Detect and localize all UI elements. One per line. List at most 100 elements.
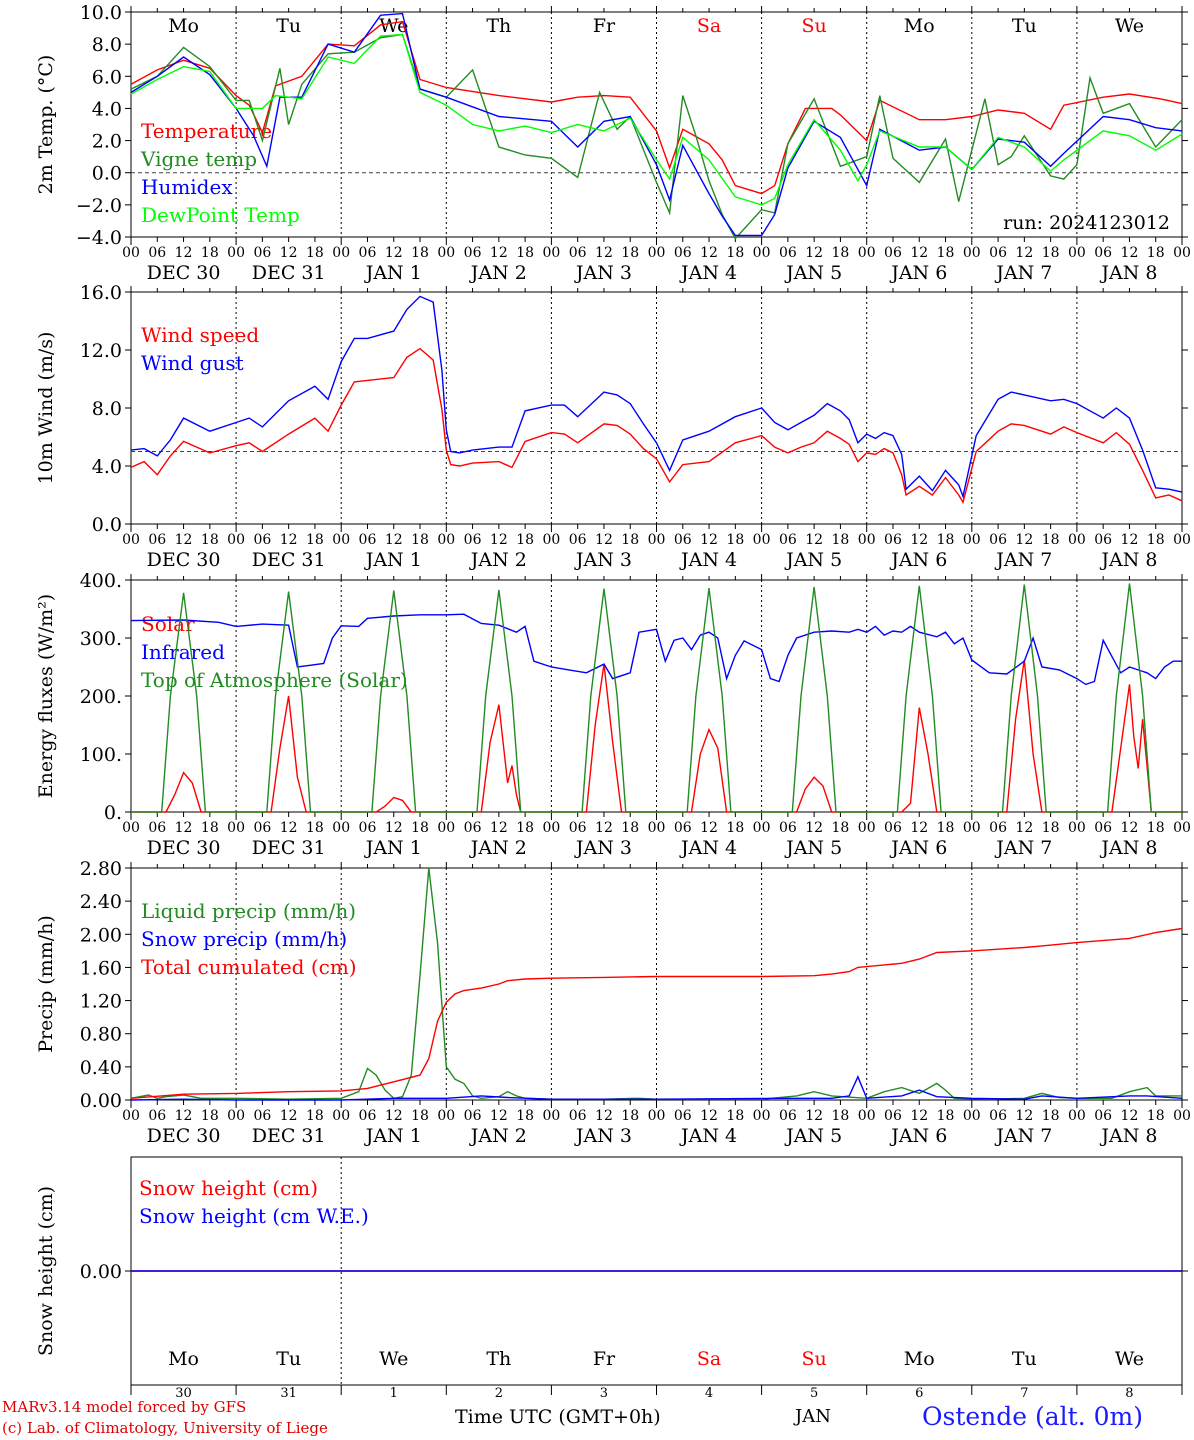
temp-date-label: DEC 31 <box>252 262 326 284</box>
flux-hour-label: 00 <box>648 820 666 836</box>
flux-hour-label: 12 <box>175 820 193 836</box>
flux-ytick-label: 200. <box>80 686 122 708</box>
wind-hour-label: 12 <box>1121 532 1139 548</box>
wind-hour-label: 00 <box>648 532 666 548</box>
flux-hour-label: 12 <box>1121 820 1139 836</box>
precip-hour-label: 00 <box>858 1108 876 1124</box>
bottom-day-name: We <box>1115 1348 1144 1370</box>
flux-hour-label: 12 <box>385 820 403 836</box>
flux-date-label: JAN 3 <box>574 837 632 859</box>
flux-date-label: JAN 5 <box>784 837 842 859</box>
temp-date-label: JAN 5 <box>784 262 842 284</box>
flux-hour-label: 12 <box>490 820 508 836</box>
temp-ytick-label: 2.0 <box>92 131 122 153</box>
flux-ylabel: Energy fluxes (W/m²) <box>35 594 57 798</box>
wind-date-label: JAN 8 <box>1099 549 1157 571</box>
temp-hour-label: 18 <box>726 245 744 261</box>
day-name-label: Tu <box>1012 15 1037 37</box>
precip-legend-entry: Snow precip (mm/h) <box>141 927 347 951</box>
temp-hour-label: 12 <box>175 245 193 261</box>
precip-hour-label: 00 <box>332 1108 350 1124</box>
flux-hour-label: 06 <box>569 820 587 836</box>
station-title: Ostende (alt. 0m) <box>922 1402 1143 1431</box>
temp-hour-label: 12 <box>910 245 928 261</box>
snow-legend-entry: Snow height (cm) <box>139 1176 318 1200</box>
wind-series-wind-speed <box>130 347 1183 505</box>
bottom-day-number: 30 <box>175 1386 192 1401</box>
day-name-label: Th <box>486 15 511 37</box>
flux-hour-label: 12 <box>595 820 613 836</box>
wind-series-wind-gust <box>130 295 1183 499</box>
temp-hour-label: 06 <box>253 245 271 261</box>
flux-hour-label: 06 <box>359 820 377 836</box>
precip-series-total-cumulated-cm- <box>130 927 1183 1099</box>
flux-hour-label: 00 <box>753 820 771 836</box>
month-label: JAN <box>795 1406 831 1427</box>
flux-series-infrared <box>130 613 1182 686</box>
precip-hour-label: 12 <box>1015 1108 1033 1124</box>
flux-hour-label: 12 <box>910 820 928 836</box>
bottom-day-name: Mo <box>168 1348 199 1370</box>
bottom-day-number: 4 <box>705 1386 713 1401</box>
precip-series-snow-precip-mm-h- <box>130 1075 1183 1101</box>
flux-hour-label: 00 <box>227 820 245 836</box>
precip-hour-label: 00 <box>1173 1108 1191 1124</box>
precip-hour-label: 06 <box>253 1108 271 1124</box>
wind-ytick-label: 16.0 <box>80 282 122 304</box>
flux-hour-label: 06 <box>1094 820 1112 836</box>
precip-date-label: JAN 5 <box>784 1125 842 1147</box>
wind-hour-label: 12 <box>805 532 823 548</box>
temp-date-label: JAN 4 <box>679 262 737 284</box>
precip-hour-label: 12 <box>385 1108 403 1124</box>
temp-ytick-label: 4.0 <box>92 98 122 120</box>
bottom-day-name: We <box>379 1348 408 1370</box>
wind-date-label: JAN 5 <box>784 549 842 571</box>
temp-hour-label: 06 <box>674 245 692 261</box>
temp-ytick-label: −2.0 <box>76 195 122 217</box>
flux-hour-label: 06 <box>674 820 692 836</box>
day-name-label: Tu <box>276 15 301 37</box>
temp-hour-label: 12 <box>1015 245 1033 261</box>
temp-ytick-label: 0.0 <box>92 163 122 185</box>
wind-hour-label: 18 <box>306 532 324 548</box>
precip-hour-label: 06 <box>569 1108 587 1124</box>
precip-hour-label: 06 <box>989 1108 1007 1124</box>
flux-hour-label: 18 <box>411 820 429 836</box>
wind-hour-label: 06 <box>569 532 587 548</box>
temp-hour-label: 06 <box>779 245 797 261</box>
lab-credit-line: (c) Lab. of Climatology, University of L… <box>2 1419 328 1437</box>
flux-hour-label: 00 <box>332 820 350 836</box>
precip-hour-label: 06 <box>884 1108 902 1124</box>
temp-series-dewpoint-temp <box>130 33 1183 206</box>
precip-date-label: JAN 1 <box>364 1125 422 1147</box>
flux-series-top-of-atmosphere-solar- <box>131 583 1182 813</box>
precip-date-label: JAN 8 <box>1099 1125 1157 1147</box>
bottom-day-number: 5 <box>810 1386 818 1401</box>
precip-legend-entry: Total cumulated (cm) <box>141 955 357 979</box>
flux-ytick-label: 400. <box>80 570 122 592</box>
precip-ytick-label: 2.40 <box>80 891 122 913</box>
temp-hour-label: 12 <box>280 245 298 261</box>
temp-series-temperature <box>130 20 1183 195</box>
precip-hour-label: 12 <box>280 1108 298 1124</box>
temp-hour-label: 06 <box>464 245 482 261</box>
flux-hour-label: 18 <box>306 820 324 836</box>
precip-hour-label: 18 <box>1042 1108 1060 1124</box>
temp-hour-label: 12 <box>595 245 613 261</box>
temp-hour-label: 12 <box>805 245 823 261</box>
wind-hour-label: 00 <box>858 532 876 548</box>
flux-legend-entry: Top of Atmosphere (Solar) <box>141 668 408 692</box>
wind-hour-label: 00 <box>1173 532 1191 548</box>
flux-date-label: DEC 31 <box>252 837 326 859</box>
precip-hour-label: 00 <box>122 1108 140 1124</box>
flux-hour-label: 06 <box>464 820 482 836</box>
temp-hour-label: 18 <box>201 245 219 261</box>
precip-date-label: DEC 30 <box>147 1125 221 1147</box>
precip-ytick-label: 0.80 <box>80 1024 122 1046</box>
wind-date-label: JAN 3 <box>574 549 632 571</box>
temp-hour-label: 00 <box>753 245 771 261</box>
precip-date-label: JAN 2 <box>469 1125 527 1147</box>
precip-ytick-label: 2.80 <box>80 858 122 880</box>
precip-hour-label: 12 <box>175 1108 193 1124</box>
